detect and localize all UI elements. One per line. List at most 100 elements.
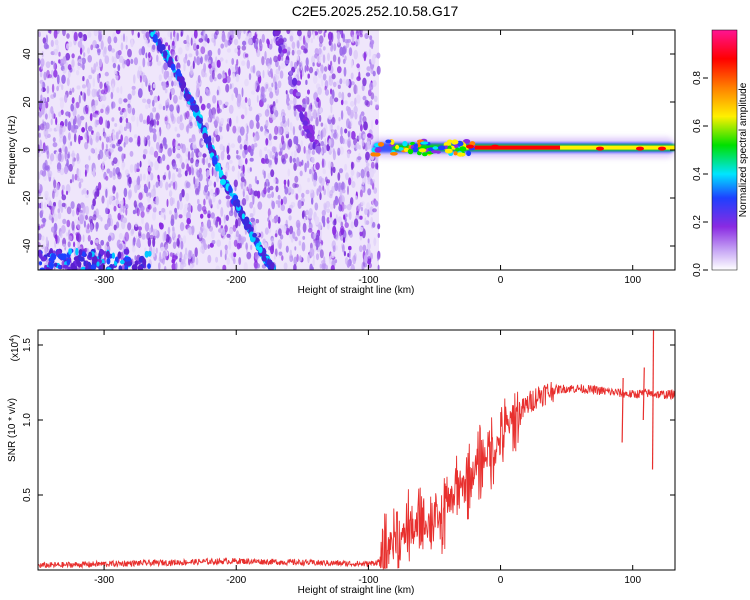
noise-speck — [332, 132, 337, 139]
noise-speck — [351, 181, 356, 188]
noise-speck — [193, 176, 196, 185]
noise-speck — [291, 151, 294, 157]
noise-speck — [195, 257, 199, 266]
noise-speck — [67, 64, 72, 71]
noise-speck — [104, 55, 110, 64]
descending-track-speck — [180, 84, 185, 93]
noise-speck — [152, 99, 155, 107]
noise-speck — [214, 128, 219, 135]
noise-speck — [246, 59, 250, 69]
noise-speck — [79, 47, 83, 55]
noise-speck — [331, 116, 336, 125]
noise-speck — [231, 93, 234, 101]
noise-speck — [159, 180, 163, 189]
noise-speck — [268, 87, 273, 93]
noise-speck — [113, 36, 118, 44]
noise-speck — [128, 137, 133, 143]
noise-speck — [44, 190, 49, 198]
noise-speck — [252, 207, 256, 216]
noise-speck — [365, 220, 370, 226]
noise-speck — [107, 44, 112, 52]
noise-speck — [183, 62, 186, 72]
noise-speck — [76, 70, 80, 76]
noise-speck — [372, 221, 376, 228]
noise-speck — [222, 78, 228, 84]
noise-speck — [57, 168, 61, 173]
noise-speck — [308, 66, 314, 74]
noise-speck — [305, 57, 309, 67]
noise-speck — [96, 91, 100, 98]
noise-speck — [268, 133, 272, 141]
noise-speck — [74, 102, 77, 113]
noise-speck — [240, 172, 245, 178]
noise-speck — [292, 231, 296, 239]
noise-speck — [125, 121, 131, 129]
noise-speck — [154, 160, 159, 171]
faint-track-speck — [308, 124, 313, 131]
noise-speck — [271, 218, 276, 223]
noise-speck — [188, 226, 192, 236]
noise-speck — [45, 61, 51, 69]
noise-speck — [153, 118, 157, 128]
noise-speck — [281, 224, 287, 234]
noise-speck — [218, 217, 222, 226]
noise-speck — [51, 83, 55, 93]
noise-speck — [237, 93, 242, 104]
noise-speck — [38, 132, 41, 138]
noise-speck — [134, 163, 137, 173]
noise-speck — [62, 135, 67, 145]
noise-speck — [334, 259, 338, 264]
noise-speck — [295, 111, 300, 121]
noise-speck — [179, 257, 182, 263]
noise-speck — [148, 139, 151, 147]
spectrogram-ytick-label: 20 — [22, 96, 33, 108]
noise-speck — [307, 89, 310, 95]
snr-spike — [651, 330, 655, 470]
noise-speck — [85, 229, 91, 234]
noise-speck — [338, 168, 344, 174]
noise-speck — [87, 82, 91, 90]
noise-speck — [84, 132, 89, 140]
noise-speck — [344, 257, 349, 265]
noise-speck — [145, 39, 149, 45]
noise-speck — [268, 70, 273, 78]
noise-speck — [300, 70, 303, 80]
carrier-wobble — [432, 146, 439, 150]
noise-speck — [93, 30, 98, 37]
noise-speck — [111, 83, 115, 94]
noise-speck — [88, 155, 91, 161]
noise-speck — [164, 230, 167, 241]
noise-speck — [73, 125, 79, 130]
noise-speck — [289, 122, 293, 131]
noise-speck — [66, 33, 70, 39]
noise-speck — [133, 74, 136, 84]
noise-speck — [344, 100, 348, 105]
noise-speck — [83, 220, 86, 228]
noise-speck — [243, 144, 248, 151]
blob-speck — [78, 254, 82, 261]
noise-speck — [185, 181, 191, 189]
noise-speck — [340, 126, 343, 136]
noise-speck — [249, 201, 254, 209]
noise-speck — [330, 46, 333, 52]
noise-speck — [48, 215, 53, 221]
noise-speck — [272, 105, 277, 113]
noise-speck — [113, 205, 117, 212]
noise-speck — [162, 37, 167, 44]
noise-speck — [237, 170, 240, 180]
noise-speck — [335, 245, 338, 251]
carrier-wobble — [431, 150, 438, 154]
noise-speck — [190, 164, 194, 175]
noise-speck — [129, 150, 134, 157]
noise-speck — [253, 135, 257, 143]
noise-speck — [71, 53, 75, 59]
noise-speck — [350, 130, 356, 140]
carrier-wobble — [390, 152, 398, 156]
blob-speck — [68, 248, 72, 255]
carrier-wobble — [460, 152, 466, 157]
noise-speck — [147, 195, 151, 203]
noise-speck — [141, 216, 144, 225]
noise-speck — [240, 176, 245, 183]
noise-speck — [278, 251, 283, 256]
noise-speck — [236, 115, 239, 124]
